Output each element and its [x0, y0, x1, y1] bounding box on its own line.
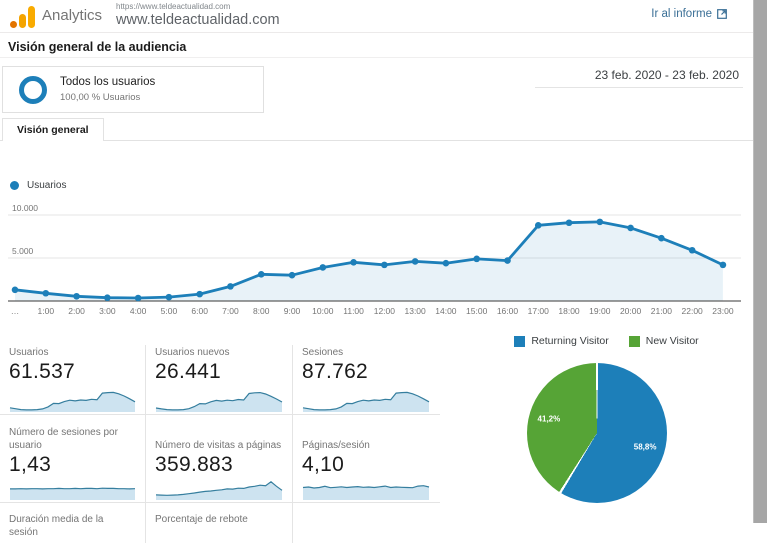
app-name: Analytics — [42, 7, 103, 24]
metric-value: 1,43 — [9, 453, 52, 476]
users-per-hour-line-chart: 5.000 10.000 … 1:00 2:00 3:00 4:00 5:00 6:00 7:00… — [8, 203, 741, 316]
metric-card-usuarios: Usuarios 61.537 — [0, 345, 146, 415]
chart-legend: Usuarios — [10, 180, 66, 191]
metric-sparkline — [302, 474, 432, 500]
vertical-scrollbar[interactable] — [753, 0, 767, 523]
legend-swatch-new-icon — [628, 335, 640, 347]
metric-label: Usuarios nuevos — [155, 347, 230, 358]
metric-sparkline — [155, 386, 284, 412]
logo-dot — [10, 21, 17, 28]
svg-text:11:00: 11:00 — [343, 306, 364, 316]
legend-swatch-returning-icon — [514, 335, 526, 347]
segment-title: Todos los usuarios — [60, 76, 156, 88]
segment-card-all-users[interactable]: Todos los usuarios 100,00 % Usuarios — [2, 66, 264, 113]
svg-text:5:00: 5:00 — [161, 306, 178, 316]
svg-text:1:00: 1:00 — [38, 306, 55, 316]
metric-label: Número de visitas a páginas — [155, 440, 282, 451]
metric-card-empty — [293, 503, 440, 543]
series-label: Usuarios — [27, 180, 67, 191]
pie-slice-label: 58,8% — [633, 442, 657, 452]
pie-slice-label: 41,2% — [537, 414, 561, 424]
title-divider — [0, 57, 753, 58]
date-range-selector[interactable]: 23 feb. 2020 - 23 feb. 2020 — [534, 66, 743, 88]
tab-vision-general[interactable]: Visión general — [2, 118, 104, 141]
metric-sparkline — [9, 474, 137, 500]
pie-legend: Returning Visitor New Visitor — [460, 330, 753, 347]
metric-sparkline — [155, 474, 284, 500]
property-name: www.teldeactualidad.com — [116, 12, 280, 28]
metric-value: 87.762 — [302, 360, 369, 383]
svg-text:…: … — [11, 306, 20, 316]
svg-text:4:00: 4:00 — [130, 306, 147, 316]
metric-label: Número de sesiones por usuario — [9, 427, 118, 451]
svg-text:3:00: 3:00 — [99, 306, 116, 316]
svg-text:8:00: 8:00 — [253, 306, 270, 316]
metric-value: 359.883 — [155, 453, 234, 476]
metric-label: Porcentaje de rebote — [155, 514, 248, 525]
segment-subtitle: 100,00 % Usuarios — [60, 92, 141, 103]
go-to-report-label: Ir al informe — [651, 8, 712, 20]
svg-text:15:00: 15:00 — [466, 306, 488, 316]
header-bar: Analytics https://www.teldeactualidad.co… — [0, 0, 753, 33]
segment-donut-icon — [19, 76, 47, 104]
legend-label: New Visitor — [645, 335, 699, 347]
analytics-logo-icon — [10, 4, 36, 29]
metric-value: 4,10 — [302, 453, 345, 476]
svg-text:17:00: 17:00 — [528, 306, 550, 316]
page-title: Visión general de la audiencia — [8, 40, 187, 54]
visitor-type-pie-chart: 58,8% 41,2% — [527, 363, 667, 503]
svg-text:10:00: 10:00 — [312, 306, 334, 316]
metric-card-porcentaje-rebote: Porcentaje de rebote — [146, 503, 293, 543]
svg-text:10.000: 10.000 — [12, 203, 38, 213]
legend-item-new: New Visitor — [628, 335, 699, 347]
metric-value: 61.537 — [9, 360, 76, 383]
metric-label: Usuarios — [9, 347, 49, 358]
tab-row: Visión general — [0, 118, 753, 141]
svg-text:7:00: 7:00 — [222, 306, 239, 316]
svg-text:13:00: 13:00 — [404, 306, 426, 316]
metric-cards: Usuarios 61.537 Usuarios nuevos 26.441 S… — [0, 345, 441, 543]
property-block: https://www.teldeactualidad.com www.teld… — [116, 2, 280, 28]
visitor-type-section: Returning Visitor New Visitor 58,8% 41,2% — [460, 330, 753, 503]
legend-item-returning: Returning Visitor — [514, 335, 609, 347]
metric-card-sesiones-por-usuario: Número de sesiones por usuario 1,43 — [0, 415, 146, 503]
external-link-icon — [717, 9, 727, 19]
metric-card-duracion-sesion: Duración media de la sesión — [0, 503, 146, 543]
logo-mid-bar — [19, 14, 26, 28]
metric-sparkline — [9, 386, 137, 412]
metric-sparkline — [302, 386, 432, 412]
metric-card-usuarios-nuevos: Usuarios nuevos 26.441 — [146, 345, 293, 415]
metric-label: Páginas/sesión — [302, 440, 370, 451]
legend-label: Returning Visitor — [531, 335, 609, 347]
metric-label: Sesiones — [302, 347, 344, 358]
svg-text:23:00: 23:00 — [712, 306, 734, 316]
svg-text:5.000: 5.000 — [12, 246, 34, 256]
svg-text:16:00: 16:00 — [497, 306, 519, 316]
metric-card-sesiones: Sesiones 87.762 — [293, 345, 440, 415]
svg-text:12:00: 12:00 — [374, 306, 396, 316]
svg-text:20:00: 20:00 — [620, 306, 642, 316]
svg-text:22:00: 22:00 — [682, 306, 704, 316]
metric-label: Duración media de la sesión — [9, 514, 104, 538]
svg-text:9:00: 9:00 — [284, 306, 301, 316]
svg-text:21:00: 21:00 — [651, 306, 673, 316]
metric-card-visitas-paginas: Número de visitas a páginas 359.883 — [146, 415, 293, 503]
metric-value: 26.441 — [155, 360, 222, 383]
metric-card-paginas-sesion: Páginas/sesión 4,10 — [293, 415, 440, 503]
logo-tall-bar — [28, 6, 35, 28]
svg-text:6:00: 6:00 — [191, 306, 208, 316]
svg-text:19:00: 19:00 — [589, 306, 611, 316]
svg-text:2:00: 2:00 — [68, 306, 85, 316]
svg-text:18:00: 18:00 — [558, 306, 580, 316]
svg-text:14:00: 14:00 — [435, 306, 457, 316]
series-dot-icon — [10, 181, 19, 190]
property-url: https://www.teldeactualidad.com — [116, 2, 231, 11]
go-to-report-link[interactable]: Ir al informe — [651, 8, 727, 20]
